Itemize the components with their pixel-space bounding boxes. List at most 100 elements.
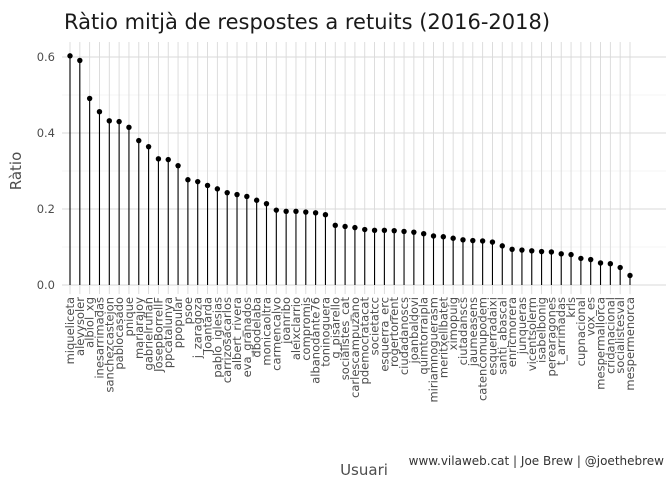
point-monicaoltra: [263, 200, 270, 207]
point-albiol_xg: [86, 95, 93, 102]
x-tick-label-ppcatalunya: ppcatalunya: [161, 297, 175, 368]
x-tick-label-joanbaldovi: joanbaldovi: [407, 297, 421, 364]
y-axis-title: Ràtio: [7, 152, 25, 191]
point-mespermenorca: [627, 272, 633, 279]
point-ppopular: [175, 162, 181, 169]
point-miriamnoguerasm: [430, 233, 437, 239]
x-tick-label-pnique: pnique: [122, 297, 136, 336]
x-tick-label-rogertorrent: rogertorrent: [387, 297, 401, 368]
x-tick-label-mespermallorca: mespermallorca: [594, 297, 608, 390]
point-pdemocratacat: [362, 226, 368, 233]
point-societatcc: [371, 227, 378, 233]
point-alevysoler: [77, 57, 83, 64]
x-tick-label-miqueliceta: miqueliceta: [63, 297, 77, 364]
x-tick-label-meritxellbatet: meritxellbatet: [436, 297, 450, 379]
x-tick-label-monicaoltra: monicaoltra: [259, 297, 273, 366]
x-tick-label-carlescampuzano: carlescampuzano: [348, 297, 362, 398]
point-junqueras: [519, 247, 525, 253]
x-tick-label-j_zaragoza: j_zaragoza: [191, 297, 205, 359]
x-tick-label-carmencalvo: carmencalvo: [269, 297, 283, 371]
x-tick-label-pablocasado: pablocasado: [112, 297, 126, 370]
x-tick-label-krls: krls: [564, 297, 578, 318]
x-tick-label-psoe: psoe: [181, 297, 195, 324]
y-tick-label: 0.2: [37, 202, 55, 216]
x-tick-label-dbodelaba: dbodelaba: [250, 297, 264, 358]
point-carrizosacarlos: [224, 189, 230, 196]
point-joanribo: [283, 208, 289, 214]
x-tick-label-ciutadanscs: ciutadanscs: [456, 297, 470, 365]
x-tick-label-ximopuig: ximopuig: [446, 297, 460, 350]
x-tick-label-vicentsolerm: vicentsolerm: [525, 297, 539, 371]
point-Joantarda: [204, 182, 211, 189]
caption: www.vilaweb.cat | Joe Brew | @joethebrew: [409, 454, 665, 468]
y-tick-label: 0.6: [37, 50, 55, 64]
point-ciutadanscs: [460, 237, 466, 243]
point-compromis: [303, 209, 309, 215]
point-quimtorraipla: [420, 231, 427, 237]
x-tick-label-mariarajoy: mariarajoy: [132, 297, 146, 359]
point-aleixclarrio: [293, 208, 299, 214]
x-axis-title: Usuari: [340, 461, 388, 479]
point-eva_granados: [244, 193, 250, 200]
point-meritxellbatet: [440, 234, 447, 240]
data-marks: [67, 53, 633, 285]
x-tick-label-societatcc: societatcc: [368, 297, 382, 355]
x-tick-label-junqueras: junqueras: [515, 297, 529, 355]
x-tick-label-toninoguera: toninoguera: [318, 297, 332, 367]
chart-title: Ràtio mitjà de respostes a retuits (2016…: [64, 10, 550, 34]
point-inesarrimadas: [96, 109, 103, 115]
point-cridanacional: [607, 261, 614, 267]
x-tick-label-albiol_xg: albiol_xg: [83, 297, 97, 348]
point-toninoguera: [322, 212, 329, 218]
point-krls: [568, 251, 574, 258]
point-joanbaldovi: [411, 229, 417, 235]
x-tick-label-vox_es: vox_es: [584, 297, 598, 336]
point-santi_abascal: [499, 243, 505, 249]
x-tick-label-isabelbonig: isabelbonig: [535, 297, 549, 363]
point-perearagones: [548, 249, 555, 255]
point-jaumeasens: [470, 237, 476, 244]
x-tick-label-aleixclarrio: aleixclarrio: [289, 297, 303, 360]
x-tick-label-pablo_iglesias: pablo_iglesias: [210, 297, 224, 378]
point-g_pisarello: [332, 222, 338, 229]
x-tick-label-enricmorera: enricmorera: [505, 297, 519, 367]
x-tick-label-g_pisarello: g_pisarello: [328, 297, 342, 359]
point-ximopuig: [450, 235, 456, 241]
point-JosepBorrellF: [155, 156, 162, 162]
point-mespermallorca: [597, 260, 604, 266]
y-tick-label: 0.4: [37, 126, 55, 140]
x-tick-label-ppopular: ppopular: [171, 297, 185, 348]
x-axis-category-labels: miquelicetaalevysoleralbiol_xginesarrima…: [63, 297, 637, 403]
x-tick-label-miriamnoguerasm: miriamnoguerasm: [427, 297, 441, 403]
x-tick-label-esquerra_erc: esquerra_erc: [377, 297, 391, 372]
x-tick-label-inesarrimadas: inesarrimadas: [92, 297, 106, 379]
point-ciudadanoscs: [401, 228, 407, 235]
x-tick-label-socialistes_cat: socialistes_cat: [338, 297, 352, 381]
point-j_zaragoza: [195, 178, 201, 185]
point-carmencalvo: [273, 207, 280, 213]
y-tick-label: 0.0: [37, 278, 55, 292]
point-socialistes_cat: [342, 223, 348, 230]
point-esquerradaixi: [489, 239, 496, 245]
x-tick-label-sanchezcastejon: sanchezcastejon: [102, 297, 116, 393]
point-carlescampuzano: [352, 224, 358, 231]
point-cupnacional: [578, 255, 584, 262]
point-sanchezcastejon: [106, 118, 112, 124]
x-tick-label-carrizosacarlos: carrizosacarlos: [220, 297, 234, 383]
point-psoe: [185, 177, 191, 183]
x-tick-label-socialistesval: socialistesval: [613, 297, 627, 374]
point-mariarajoy: [136, 137, 142, 144]
x-tick-label-santi_abascal: santi_abascal: [495, 297, 509, 375]
point-vox_es: [588, 256, 594, 263]
point-ppcatalunya: [165, 156, 171, 163]
point-esquerra_erc: [381, 227, 388, 233]
x-tick-label-gabrielrufian: gabrielrufian: [142, 297, 156, 370]
point-miqueliceta: [67, 53, 73, 59]
point-t_arrimadas: [558, 251, 564, 257]
x-tick-label-cridanacional: cridanacional: [603, 297, 617, 374]
point-pablo_iglesias: [214, 186, 221, 192]
point-pnique: [126, 124, 132, 130]
point-enricmorera: [509, 246, 515, 252]
x-tick-label-Joantarda: Joantarda: [201, 297, 215, 353]
